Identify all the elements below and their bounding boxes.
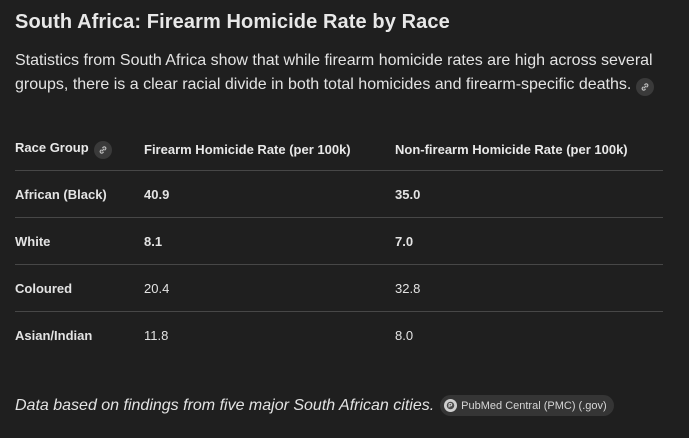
header-race-group: Race Group xyxy=(15,128,144,171)
footer-note: Data based on findings from five major S… xyxy=(15,395,614,416)
intro-paragraph: Statistics from South Africa show that w… xyxy=(15,49,665,97)
cell-firearm-rate: 8.1 xyxy=(144,217,395,265)
source-label: PubMed Central (PMC) (.gov) xyxy=(461,399,607,412)
cell-non-firearm-rate: 8.0 xyxy=(395,327,414,343)
table-row: White 8.1 7.0 xyxy=(15,217,663,265)
intro-text: Statistics from South Africa show that w… xyxy=(15,52,653,93)
cell-non-firearm-rate: 32.8 xyxy=(395,264,663,312)
cell-race-group: White xyxy=(15,217,144,265)
table-row: Asian/Indian 11.8 8.0 xyxy=(15,312,663,359)
page-title: South Africa: Firearm Homicide Rate by R… xyxy=(15,11,450,33)
homicide-rate-table: Race Group Firearm Homicide Rate (per 10… xyxy=(15,128,663,358)
table-header-row: Race Group Firearm Homicide Rate (per 10… xyxy=(15,128,663,171)
header-firearm-rate: Firearm Homicide Rate (per 100k) xyxy=(144,128,395,171)
cell-firearm-rate: 40.9 xyxy=(144,170,395,218)
response-card: South Africa: Firearm Homicide Rate by R… xyxy=(15,9,675,358)
table-row: Coloured 20.4 32.8 xyxy=(15,264,663,312)
link-icon[interactable] xyxy=(636,78,655,96)
header-label: Race Group xyxy=(15,139,89,155)
table-row: African (Black) 40.9 35.0 xyxy=(15,170,663,218)
cell-race-group: Coloured xyxy=(15,264,144,312)
cell-non-firearm-rate: 35.0 xyxy=(395,170,663,218)
header-non-firearm-rate: Non-firearm Homicide Rate (per 100k) xyxy=(395,128,663,171)
link-icon[interactable] xyxy=(93,140,112,159)
cell-race-group: Asian/Indian xyxy=(15,327,93,343)
cell-non-firearm-rate: 7.0 xyxy=(395,217,663,265)
footer-text: Data based on findings from five major S… xyxy=(15,396,435,414)
cell-firearm-rate: 20.4 xyxy=(144,264,395,312)
pmc-logo-icon xyxy=(444,399,458,412)
cell-firearm-rate: 11.8 xyxy=(144,327,169,343)
cell-race-group: African (Black) xyxy=(15,170,144,218)
source-chip[interactable]: PubMed Central (PMC) (.gov) xyxy=(440,395,614,416)
